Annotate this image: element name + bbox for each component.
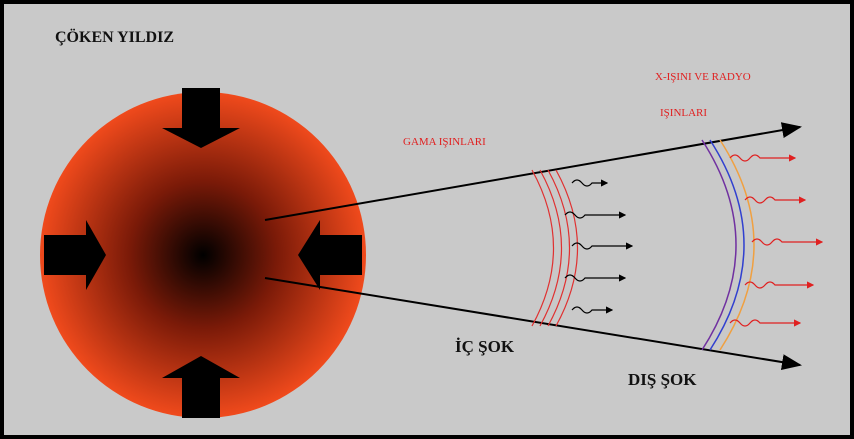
xray-label: IŞINLARI bbox=[660, 107, 707, 119]
title: ÇÖKEN YILDIZ bbox=[55, 28, 174, 46]
page: ÇÖKEN YILDIZ GAMA IŞINLARI X-IŞINI VE RA… bbox=[0, 0, 854, 439]
outer-shock-label: DIŞ ŞOK bbox=[628, 370, 697, 389]
inner-shock-label: İÇ ŞOK bbox=[455, 337, 515, 356]
diagram: ÇÖKEN YILDIZ GAMA IŞINLARI X-IŞINI VE RA… bbox=[0, 0, 854, 439]
gamma-label: GAMA IŞINLARI bbox=[403, 136, 486, 148]
xray-label: X-IŞINI VE RADYO bbox=[655, 71, 751, 83]
